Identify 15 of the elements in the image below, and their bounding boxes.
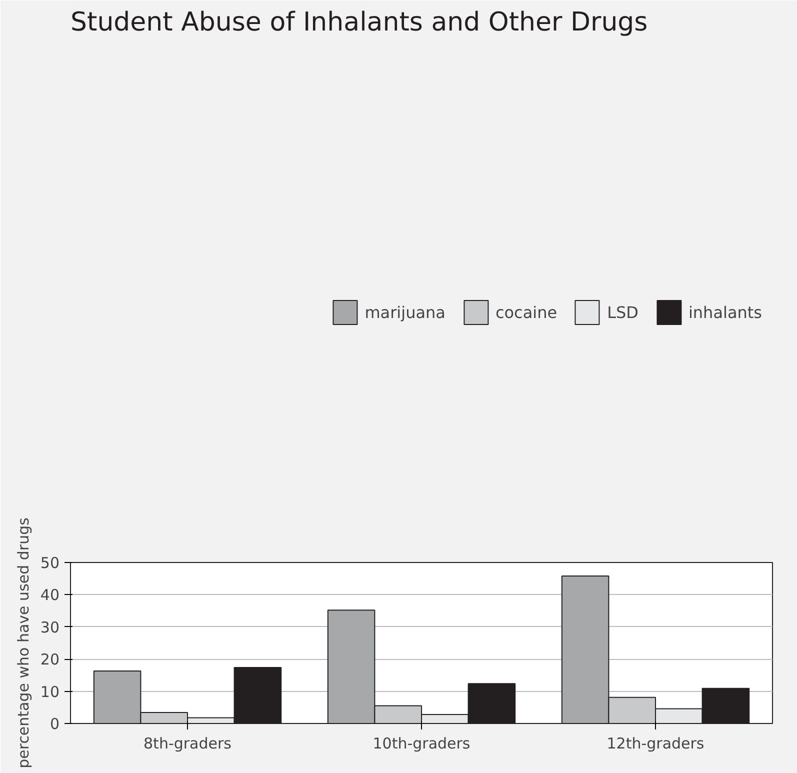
y-tick-label: 50 (40, 554, 60, 572)
x-tick-label: 10th-graders (372, 734, 470, 752)
y-tick-label: 0 (50, 715, 60, 733)
y-axis-title: percentage who have used drugs (14, 517, 32, 768)
legend-label: marijuana (364, 302, 446, 322)
y-tick-label: 30 (40, 618, 60, 636)
legend-label: inhalants (688, 302, 762, 322)
legend-label: LSD (607, 302, 638, 322)
y-tick-label: 40 (40, 586, 60, 604)
y-tick-label: 10 (40, 682, 60, 701)
chart-title: Student Abuse of Inhalants and Other Drugs (70, 8, 648, 38)
y-tick-label: 20 (40, 650, 60, 669)
x-tick-label: 8th-graders (144, 734, 232, 752)
x-tick-label: 12th-graders (606, 734, 704, 752)
legend-label: cocaine (495, 302, 558, 322)
